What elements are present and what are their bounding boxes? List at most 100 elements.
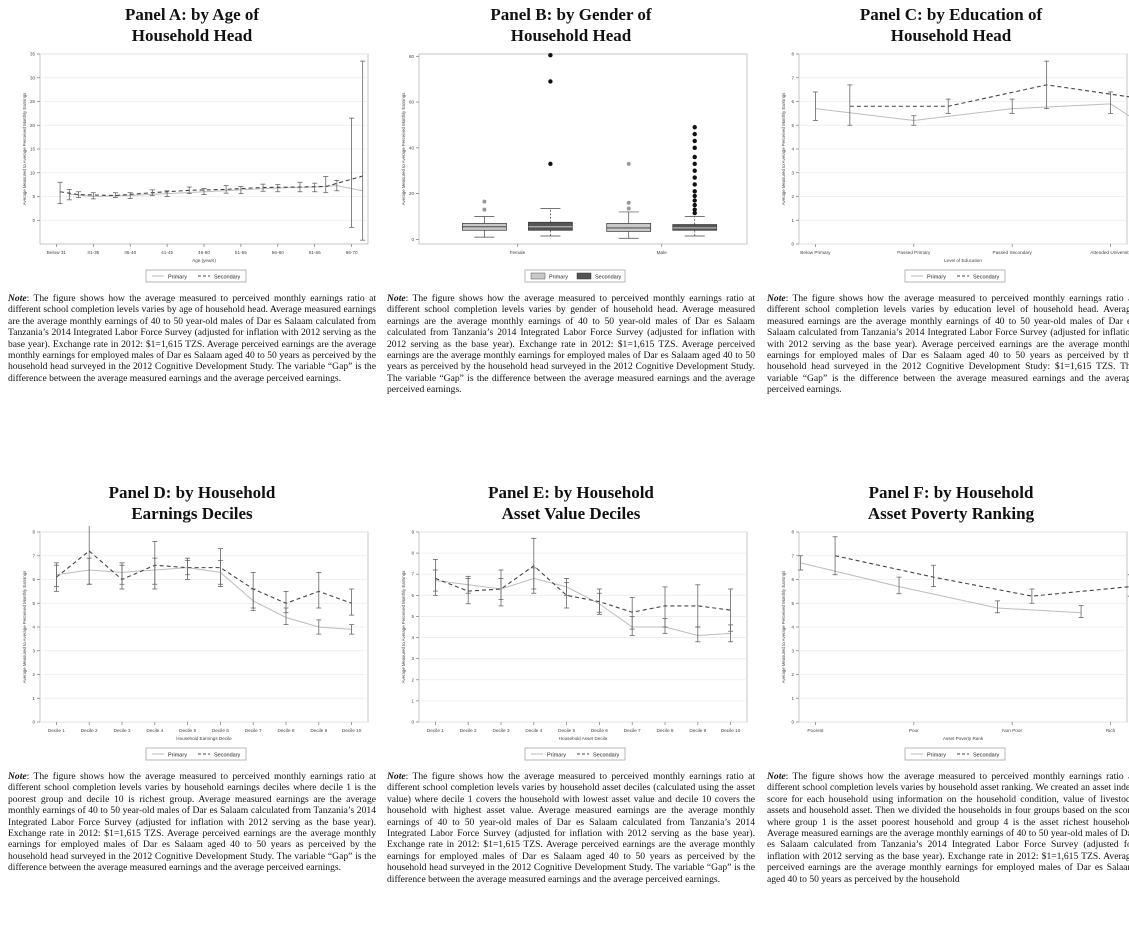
note-text: : The figure shows how the average measu… — [767, 293, 1129, 396]
y-tick-label: 6 — [411, 593, 414, 598]
panel-d-title-line2: Earnings Deciles — [131, 504, 253, 523]
x-tick-label: Poor — [909, 728, 919, 733]
series-line-secondary — [435, 565, 731, 613]
legend-box — [145, 747, 247, 761]
x-tick-label: Below Primary — [800, 250, 831, 255]
y-tick-label: 20 — [30, 123, 36, 128]
x-tick-label: Decile 7 — [245, 728, 262, 733]
y-tick-label: 6 — [791, 577, 794, 582]
y-tick-label: 40 — [409, 145, 415, 150]
x-axis-label: Level of Education — [944, 258, 982, 263]
outlier-point — [692, 193, 697, 199]
y-tick-label: 7 — [32, 553, 35, 558]
x-tick-label: Decile 7 — [624, 728, 641, 733]
x-tick-label: Decile 8 — [657, 728, 674, 733]
legend-label: Primary — [927, 275, 946, 281]
y-tick-label: 8 — [791, 530, 794, 535]
series-line-secondary — [849, 84, 1129, 107]
outlier-point — [692, 138, 697, 144]
x-tick-label: Decile 4 — [525, 728, 542, 733]
legend-label: Primary — [549, 275, 568, 281]
panel-f-chart: 0 1 2 3 4 5 6 7 8 Average Measured to Average Per… — [781, 530, 1129, 761]
panel-f: Panel F: by Household Asset Poverty Rank… — [765, 482, 1129, 885]
note-text: : The figure shows how the average measu… — [387, 293, 755, 396]
outlier-point — [548, 79, 553, 84]
x-tick-label: Decile 6 — [591, 728, 608, 733]
note-label: Note — [387, 293, 406, 304]
x-tick-label: Decile 1 — [48, 728, 65, 733]
x-tick-label: Decile 5 — [558, 728, 575, 733]
y-tick-label: 30 — [30, 75, 36, 80]
panel-b-chart: 0 20 40 60 80 Average Measured to Average Per… — [401, 52, 748, 283]
y-axis-label: Average Measured to Average Perceived Mo… — [781, 93, 786, 206]
x-tick-label: Passed Primary — [897, 250, 931, 255]
y-tick-label: 8 — [32, 530, 35, 535]
panel-f-note: Note: The figure shows how the average m… — [765, 771, 1129, 885]
panel-c: Panel C: by Education of Household Head … — [765, 4, 1129, 396]
x-tick-label: 41-45 — [161, 250, 173, 255]
panel-b-note: Note: The figure shows how the average m… — [385, 293, 757, 396]
series-line-primary — [56, 567, 352, 630]
y-tick-label: 3 — [791, 170, 794, 175]
y-tick-label: 15 — [30, 147, 36, 152]
outlier-point — [692, 161, 697, 167]
panel-c-chart: 0 1 2 3 4 5 6 7 8 Average Measured to Average Per… — [781, 52, 1129, 283]
y-tick-label: 0 — [32, 720, 35, 725]
x-tick-label: 31-35 — [87, 250, 99, 255]
y-tick-label: 5 — [791, 601, 794, 606]
panel-b-title-line1: Panel B: by Gender of — [490, 5, 652, 24]
y-tick-label: 2 — [411, 677, 414, 682]
outlier-point — [692, 168, 697, 173]
panel-e-title-line1: Panel E: by Household — [488, 483, 654, 502]
panel-e-title: Panel E: by Household Asset Value Decile… — [385, 482, 757, 524]
y-tick-label: 10 — [30, 170, 36, 175]
legend-label: Secondary — [214, 753, 241, 759]
y-tick-label: 9 — [411, 530, 414, 535]
x-axis-label: Household Earnings Decile — [176, 736, 232, 741]
outlier-point — [692, 145, 697, 151]
outlier-point — [548, 161, 553, 167]
note-text: : The figure shows how the average measu… — [767, 771, 1129, 885]
y-tick-label: 5 — [32, 194, 35, 199]
box-secondary — [672, 224, 718, 231]
panel-c-title: Panel C: by Education of Household Head — [765, 4, 1129, 46]
x-tick-label: 36-40 — [124, 250, 136, 255]
x-tick-label: Decile 4 — [146, 728, 163, 733]
legend-label: Secondary — [593, 753, 620, 759]
y-tick-label: 35 — [30, 52, 36, 57]
outlier-point — [626, 161, 631, 166]
panel-f-title: Panel F: by Household Asset Poverty Rank… — [765, 482, 1129, 524]
outlier-point — [692, 154, 697, 160]
x-tick-label: Passed Secondary — [993, 250, 1033, 255]
plot-frame — [418, 53, 748, 245]
panel-b-title: Panel B: by Gender of Household Head — [385, 4, 757, 46]
box-primary — [606, 223, 652, 232]
panel-c-title-line2: Household Head — [890, 26, 1012, 45]
legend-box — [524, 269, 626, 283]
y-tick-label: 20 — [409, 191, 415, 196]
y-tick-label: 5 — [411, 614, 414, 619]
y-tick-label: 2 — [791, 672, 794, 677]
x-tick-label: Attended University — [1090, 250, 1129, 255]
x-tick-label: Decile 10 — [342, 728, 362, 733]
legend-label: Primary — [168, 275, 187, 281]
y-axis-label: Average Measured to Average Perceived Mo… — [22, 571, 27, 684]
panel-c-note: Note: The figure shows how the average m… — [765, 293, 1129, 396]
note-text: : The figure shows how the average measu… — [387, 771, 755, 885]
x-tick-label: Female — [510, 250, 526, 255]
legend-label: Primary — [168, 753, 187, 759]
y-tick-label: 3 — [411, 656, 414, 661]
legend-swatch-secondary — [576, 272, 592, 280]
y-tick-label: 3 — [32, 648, 35, 653]
x-tick-label: Decile 8 — [278, 728, 295, 733]
y-tick-label: 5 — [32, 601, 35, 606]
panel-d-title-line1: Panel D: by Household — [108, 483, 276, 502]
legend-box — [145, 269, 247, 283]
x-tick-label: Below 31 — [47, 250, 67, 255]
y-tick-label: 4 — [791, 625, 794, 630]
panel-d: Panel D: by Household Earnings Deciles 0… — [6, 482, 378, 874]
y-tick-label: 1 — [32, 696, 35, 701]
outlier-point — [692, 202, 697, 208]
series-line-primary — [800, 562, 1082, 614]
y-axis-label: Average Measured to Average Perceived Mo… — [781, 571, 786, 684]
